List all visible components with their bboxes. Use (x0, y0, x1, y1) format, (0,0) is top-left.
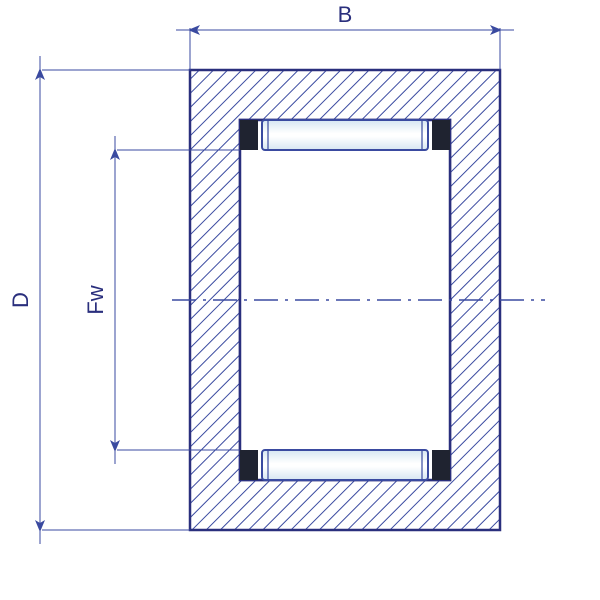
cage-end-block (240, 450, 258, 480)
cage-end-block (240, 120, 258, 150)
dim-label-B_label: B (338, 2, 353, 27)
dim-label-Fw_label: Fw (83, 285, 108, 314)
cage-end-block (432, 450, 450, 480)
needle-roller (262, 450, 428, 480)
cage-end-block (432, 120, 450, 150)
dim-label-D_label: D (8, 292, 33, 308)
needle-roller (262, 120, 428, 150)
